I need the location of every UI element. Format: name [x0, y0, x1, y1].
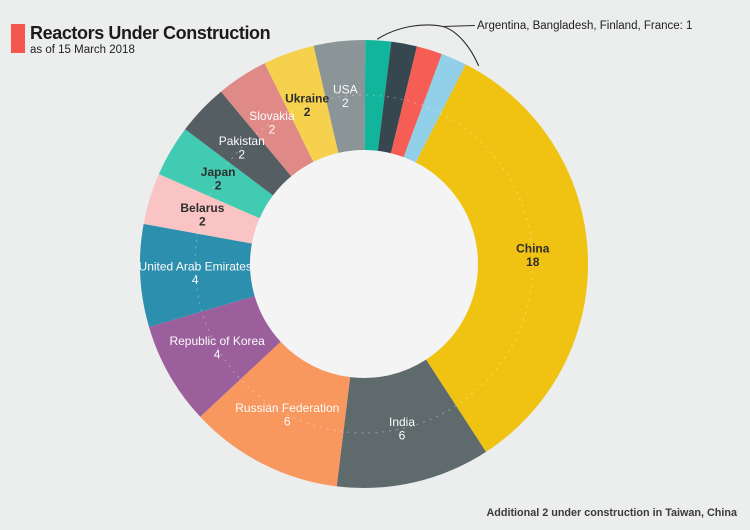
donut-segment-finland [390, 46, 442, 158]
segment-label-japan: Japan 2 [201, 165, 236, 193]
segment-label-ukraine: Ukraine 2 [285, 91, 329, 119]
donut-segment-republic-of-korea [149, 296, 281, 417]
chart-subtitle: as of 15 March 2018 [30, 44, 135, 56]
donut-segment-pakistan [185, 91, 292, 196]
segment-label-slovakia: Slovakia 2 [249, 109, 295, 136]
segment-label-russian-federation: Russian Federation 6 [235, 401, 339, 429]
title-accent-bar [11, 24, 25, 53]
donut-segment-bangladesh [377, 41, 417, 154]
footnote: Additional 2 under construction in Taiwa… [486, 507, 737, 519]
segment-label-usa: USA 2 [333, 83, 358, 111]
chart-title: Reactors Under Construction [30, 23, 271, 43]
segment-label-united-arab-emirates: United Arab Emirates 4 [139, 259, 252, 287]
donut-segment-france [403, 53, 466, 163]
donut-segment-india [336, 359, 486, 488]
donut-segment-china [415, 64, 589, 452]
label-guide-circle [194, 94, 534, 434]
donut-segment-russian-federation [200, 341, 351, 487]
donut-segment-belarus [143, 174, 260, 244]
callout-line [376, 24, 480, 67]
title-block: Reactors Under Construction as of 15 Mar… [11, 23, 271, 57]
callout-label: Argentina, Bangladesh, Finland, France: … [477, 20, 693, 32]
donut-segment-ukraine [264, 45, 339, 162]
segment-label-belarus: Belarus 2 [180, 201, 224, 229]
title-text: Reactors Under Construction as of 15 Mar… [30, 23, 271, 57]
segment-label-pakistan: Pakistan 2 [219, 134, 265, 162]
donut-segment-usa [313, 39, 366, 153]
segment-label-china: China 18 [516, 242, 550, 270]
donut-segment-slovakia [221, 63, 314, 177]
segment-label-republic-of-korea: Republic of Korea 4 [169, 334, 265, 362]
donut-segment-united-arab-emirates [139, 223, 255, 327]
donut-segment-argentina [364, 40, 392, 151]
donut-segment-japan [158, 129, 273, 219]
segment-label-india: India 6 [389, 415, 415, 443]
donut-hole [250, 150, 478, 378]
